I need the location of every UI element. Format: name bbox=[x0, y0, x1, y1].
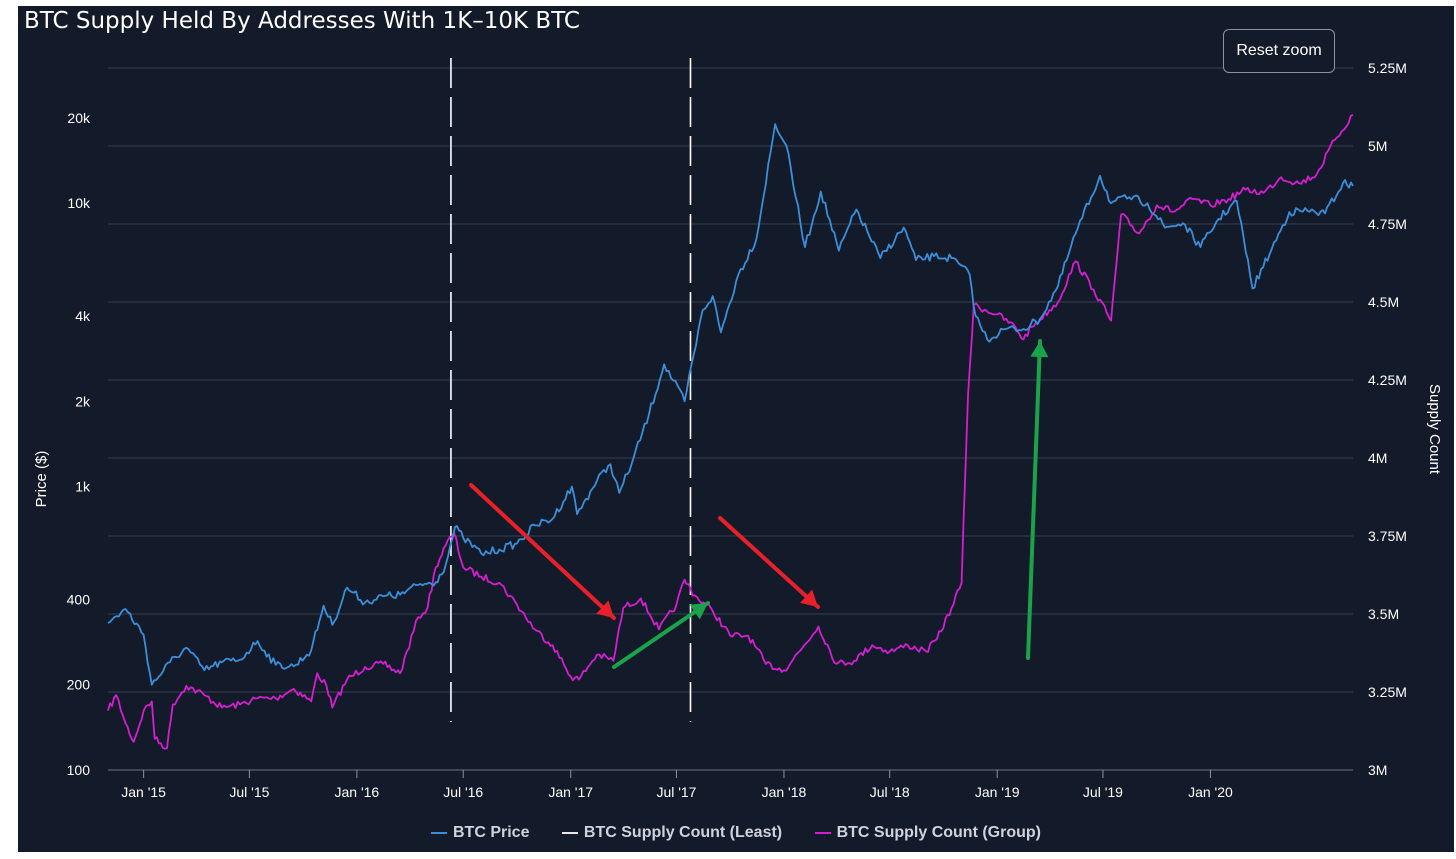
y-left-tick-label: 20k bbox=[67, 110, 91, 126]
y-right-tick-label: 4.25M bbox=[1368, 372, 1407, 388]
x-tick-label: Jan '15 bbox=[121, 784, 166, 800]
x-tick-label: Jan '16 bbox=[335, 784, 380, 800]
y-right-tick-label: 3.75M bbox=[1368, 528, 1407, 544]
y-left-tick-label: 200 bbox=[67, 677, 91, 693]
x-tick-label: Jul '16 bbox=[443, 784, 483, 800]
green-arrow-head bbox=[689, 603, 708, 620]
green-arrow-head bbox=[1030, 341, 1049, 358]
x-tick-label: Jul '19 bbox=[1083, 784, 1123, 800]
x-tick-label: Jan '18 bbox=[762, 784, 807, 800]
red-arrow-head bbox=[800, 589, 818, 607]
x-tick-label: Jan '17 bbox=[548, 784, 593, 800]
red-arrow-shaft bbox=[718, 516, 820, 609]
y-right-tick-label: 5.25M bbox=[1368, 60, 1407, 76]
legend-swatch-supply-group bbox=[814, 831, 831, 834]
y-right-tick-label: 4.75M bbox=[1368, 216, 1407, 232]
legend-label-supply-least: BTC Supply Count (Least) bbox=[583, 824, 783, 841]
y-left-tick-label: 100 bbox=[67, 762, 91, 778]
legend-label-btc-price: BTC Price bbox=[453, 824, 530, 841]
x-tick-label: Jul '15 bbox=[229, 784, 269, 800]
x-tick-label: Jul '17 bbox=[656, 784, 696, 800]
series-line-supply-group[interactable] bbox=[107, 113, 1354, 750]
y-left-tick-label: 1k bbox=[75, 479, 91, 495]
legend-item-supply-least[interactable]: BTC Supply Count (Least) bbox=[561, 824, 783, 842]
chart-frame: BTC Supply Held By Addresses With 1K–10K… bbox=[18, 6, 1454, 852]
legend-item-supply-group[interactable]: BTC Supply Count (Group) bbox=[814, 824, 1041, 842]
y-right-tick-label: 5M bbox=[1368, 138, 1387, 154]
x-tick-label: Jul '18 bbox=[870, 784, 910, 800]
y-left-tick-label: 2k bbox=[75, 393, 91, 409]
red-arrow-shaft bbox=[469, 483, 616, 620]
y-right-tick-label: 4M bbox=[1368, 450, 1387, 466]
y-left-axis-title: Price ($) bbox=[33, 451, 50, 508]
y-right-tick-label: 3.5M bbox=[1368, 606, 1399, 622]
legend: BTC Price BTC Supply Count (Least) BTC S… bbox=[18, 824, 1454, 842]
legend-swatch-btc-price bbox=[431, 831, 447, 834]
legend-item-btc-price[interactable]: BTC Price bbox=[431, 824, 529, 842]
red-arrow-head bbox=[596, 600, 614, 618]
x-tick-label: Jan '20 bbox=[1188, 784, 1233, 800]
y-right-axis-title: Supply Count bbox=[1426, 384, 1443, 475]
chart-svg[interactable]: 3M 3.25M 3.5M 3.75M 4M 4.25M 4.5M 4.75M 5M 5.25M 1… bbox=[18, 6, 1454, 852]
chart-title: BTC Supply Held By Addresses With 1K–10K… bbox=[24, 8, 580, 34]
green-arrow-shaft bbox=[612, 601, 710, 669]
x-tick-label: Jan '19 bbox=[975, 784, 1020, 800]
reset-zoom-button[interactable]: Reset zoom bbox=[1223, 29, 1335, 73]
y-right-tick-label: 3M bbox=[1368, 762, 1387, 778]
legend-label-supply-group: BTC Supply Count (Group) bbox=[836, 824, 1041, 841]
y-right-tick-label: 3.25M bbox=[1368, 684, 1407, 700]
y-right-tick-label: 4.5M bbox=[1368, 294, 1399, 310]
y-left-tick-label: 400 bbox=[67, 591, 91, 607]
legend-swatch-supply-least bbox=[561, 831, 578, 834]
y-left-tick-label: 10k bbox=[67, 195, 91, 211]
y-left-tick-label: 4k bbox=[75, 308, 91, 324]
series-line-btc-price[interactable] bbox=[107, 123, 1354, 686]
green-arrow-shaft bbox=[1026, 339, 1042, 660]
